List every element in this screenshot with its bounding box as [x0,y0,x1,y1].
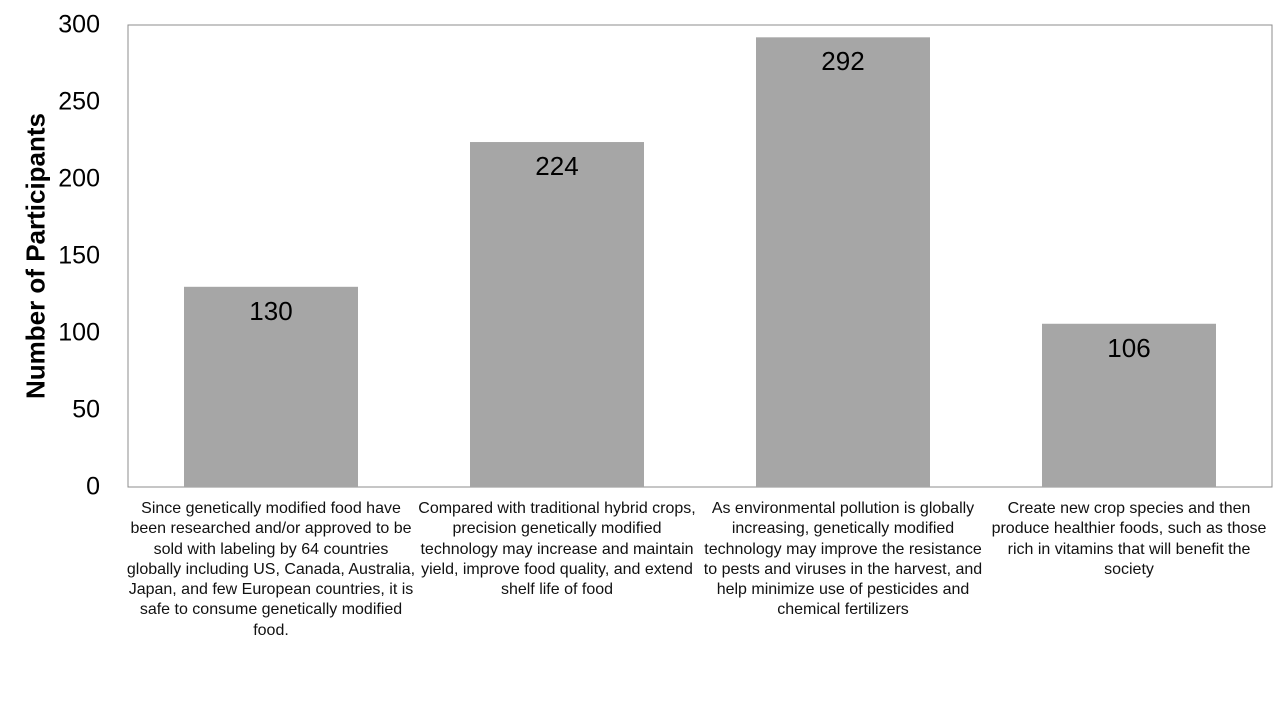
y-tick-label: 0 [86,472,100,501]
y-axis-label: Number of Participants [20,112,51,400]
x-category-label: Since genetically modified food have bee… [126,500,416,639]
y-tick-label: 100 [58,318,100,347]
bar [756,37,930,487]
x-category-label: As environmental pollution is globally i… [703,500,983,619]
y-tick-label: 150 [58,241,100,270]
plot-frame [127,24,1273,488]
bar-value-label: 292 [821,46,865,77]
bar-value-label: 224 [535,151,579,182]
bar [470,142,644,488]
bar [184,286,358,487]
y-tick-label: 250 [58,87,100,116]
bar-value-label: 130 [249,295,293,326]
y-tick-label: 200 [58,164,100,193]
x-category-label: Create new crop species and then produce… [991,500,1267,578]
y-tick-label: 300 [58,10,100,39]
y-tick-label: 50 [72,395,100,424]
x-category-label: Compared with traditional hybrid crops, … [418,500,696,599]
bar-value-label: 106 [1107,332,1151,363]
bar [1042,323,1216,487]
